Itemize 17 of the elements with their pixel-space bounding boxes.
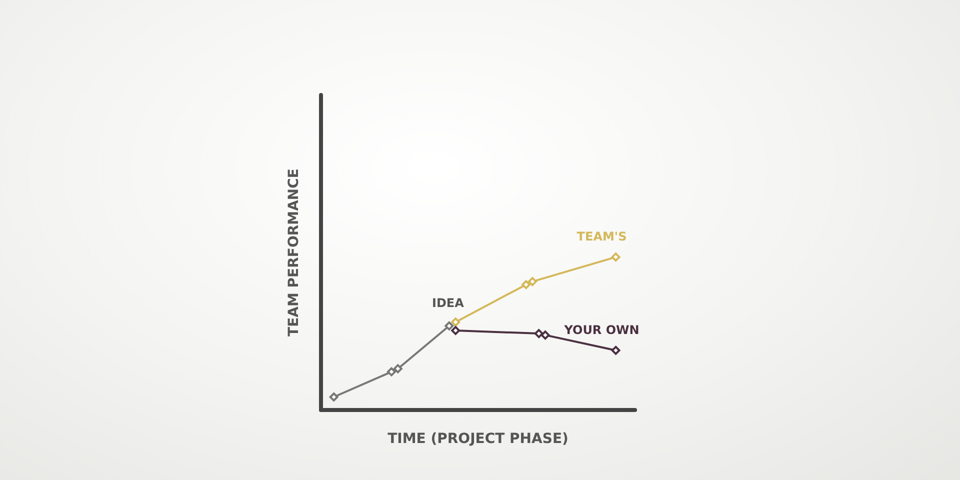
point	[386, 367, 396, 376]
point	[522, 280, 531, 290]
annotation: IDEA	[432, 296, 465, 310]
point	[540, 330, 550, 340]
point	[444, 321, 454, 330]
point	[451, 326, 460, 335]
point	[534, 329, 544, 338]
y-axis-title: TEAM PERFORMANCE	[286, 168, 302, 336]
point	[611, 346, 620, 355]
point	[528, 277, 537, 286]
point	[451, 318, 460, 327]
point	[611, 252, 620, 262]
point	[393, 364, 402, 374]
series-label: TEAM'S	[576, 230, 627, 244]
point	[329, 392, 338, 402]
series-label: YOUR OWN	[563, 322, 640, 337]
x-axis-title: TIME (PROJECT PHASE)	[388, 431, 568, 447]
